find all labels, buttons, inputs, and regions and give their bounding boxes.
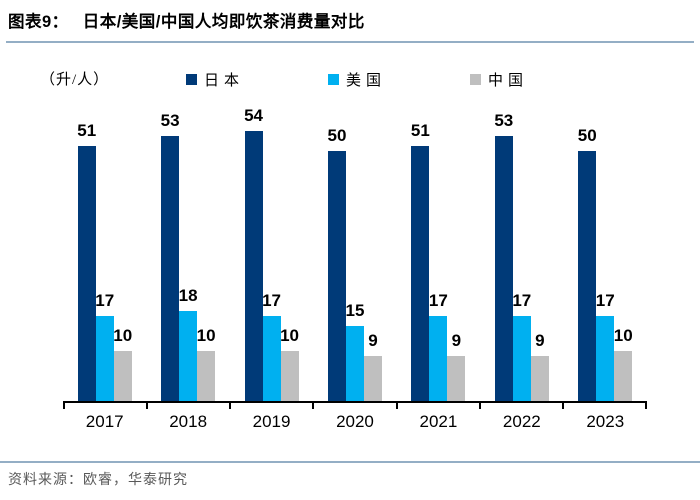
bar-chart: 51 17 10 53 18 10 54 17 10 50 15 9 51 17 9 53 17 9 50 17 10 … [63,101,647,432]
bar-日本-2017: 51 [77,121,96,401]
plot-area: 51 17 10 53 18 10 54 17 10 50 15 9 51 17 9 53 17 9 50 17 10 [63,101,647,401]
legend-swatch-japan [186,74,197,85]
bar-value-label: 17 [595,291,615,310]
legend-item-usa: 美国 [328,69,386,90]
bar-美国-2019: 17 [262,291,281,401]
bar-美国-2023: 17 [596,291,615,401]
bar-value-label: 15 [345,301,365,320]
bar-value-label: 10 [196,326,216,345]
source-text: 资料来源：欧睿，华泰研究 [8,473,188,488]
bar-中国-2021: 9 [447,331,466,401]
bar-value-label: 53 [160,111,180,130]
bar-value-label: 51 [77,121,97,140]
bar-value-label: 54 [244,106,264,125]
legend: 日本 美国 中国 [186,69,528,90]
footer-divider [0,461,700,463]
bar-中国-2018: 10 [197,326,216,401]
bar-中国-2022: 9 [530,331,549,401]
x-axis-labels: 2017 2018 2019 2020 2021 2022 2023 [63,409,647,432]
x-axis-label-2019: 2019 [252,412,291,431]
bar-日本-2020: 50 [328,126,346,401]
x-axis-label-2022: 2022 [502,412,541,431]
bar-value-label: 17 [428,291,448,310]
bar-value-label: 10 [613,326,633,345]
x-axis-label-2023: 2023 [586,412,625,431]
x-axis-tick [146,403,229,409]
bar-value-label: 10 [280,326,300,345]
x-axis-tick [478,403,562,409]
bar-group-2021: 51 17 9 [397,101,480,401]
y-axis-unit-label: （升/人） [40,72,110,88]
legend-item-japan: 日本 [186,69,244,90]
figure-number-label: 图表9： [8,13,69,31]
bar-日本-2021: 51 [411,121,430,401]
bar-value-label: 53 [494,111,514,130]
bar-group-2017: 51 17 10 [63,101,146,401]
bar-group-2018: 53 18 10 [146,101,229,401]
legend-item-china: 中国 [470,69,528,90]
bar-中国-2020: 9 [363,331,382,401]
bar-美国-2018: 18 [179,286,198,401]
x-axis-label-2018: 2018 [169,412,208,431]
x-axis-tick [229,403,312,409]
bar-value-label: 9 [535,331,545,350]
bar-美国-2022: 17 [512,291,531,401]
bar-value-label: 17 [95,291,115,310]
legend-label-japan: 日本 [204,73,245,89]
x-axis-tick [561,403,645,409]
bar-value-label: 17 [262,291,282,310]
bar-日本-2019: 54 [244,106,263,401]
bar-美国-2021: 17 [429,291,448,401]
bar-value-label: 50 [327,126,347,145]
bar-中国-2019: 10 [280,326,299,401]
bar-日本-2018: 53 [161,111,180,401]
bar-group-2020: 50 15 9 [313,101,396,401]
legend-label-china: 中国 [488,73,529,89]
bar-中国-2023: 10 [614,326,633,401]
legend-swatch-usa [328,74,340,85]
x-axis-label-2021: 2021 [419,412,458,431]
bar-美国-2017: 17 [95,291,114,401]
bar-group-2022: 53 17 9 [480,101,563,401]
x-axis-tick [395,403,479,409]
x-axis-label-2017: 2017 [85,412,124,431]
bar-中国-2017: 10 [113,326,132,401]
bar-value-label: 10 [113,326,133,345]
bar-group-2023: 50 17 10 [564,101,647,401]
legend-label-usa: 美国 [346,73,387,89]
bar-value-label: 9 [368,331,378,350]
bar-日本-2022: 53 [494,111,513,401]
figure-header: 图表9： 日本/美国/中国人均即饮茶消费量对比 [6,8,694,43]
bar-value-label: 51 [410,121,430,140]
chart-top: （升/人） 日本 美国 中国 [0,67,700,93]
x-axis-tick [312,403,395,409]
bar-group-2019: 54 17 10 [230,101,313,401]
bar-美国-2020: 15 [346,301,364,401]
bar-value-label: 17 [512,291,532,310]
x-axis [63,401,647,409]
bar-value-label: 9 [451,331,462,350]
bar-value-label: 18 [178,286,198,305]
figure-title: 日本/美国/中国人均即饮茶消费量对比 [82,13,365,31]
x-axis-label-2020: 2020 [336,412,374,431]
bar-日本-2023: 50 [578,126,597,401]
legend-swatch-china [470,74,482,85]
bar-value-label: 50 [577,126,597,145]
x-axis-tick [63,403,146,409]
